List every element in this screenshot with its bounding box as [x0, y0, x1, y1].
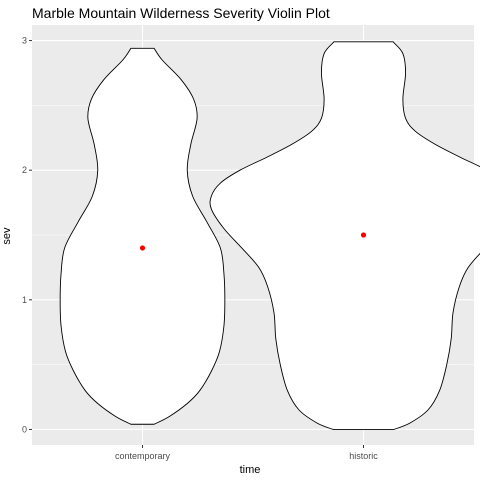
mean-points: [139, 232, 367, 251]
y-tick-label: 1: [22, 295, 27, 305]
y-tick-label: 2: [22, 165, 27, 175]
violin-contemporary: [59, 47, 226, 425]
y-axis: 0 1 2 3: [22, 36, 32, 434]
x-axis-label: time: [240, 464, 261, 476]
y-tick-label: 0: [22, 424, 27, 434]
x-tick-label: historic: [349, 451, 378, 461]
violin-historic: [209, 41, 480, 430]
x-axis: contemporary historic: [115, 445, 378, 461]
y-axis-label: sev: [1, 227, 13, 245]
violins: [59, 41, 480, 430]
mean-point-contemporary: [139, 245, 146, 251]
x-tick-label: contemporary: [115, 451, 171, 461]
mean-point-historic: [360, 232, 367, 238]
y-tick-label: 3: [22, 36, 27, 46]
chart-title: Marble Mountain Wilderness Severity Viol…: [32, 5, 330, 21]
